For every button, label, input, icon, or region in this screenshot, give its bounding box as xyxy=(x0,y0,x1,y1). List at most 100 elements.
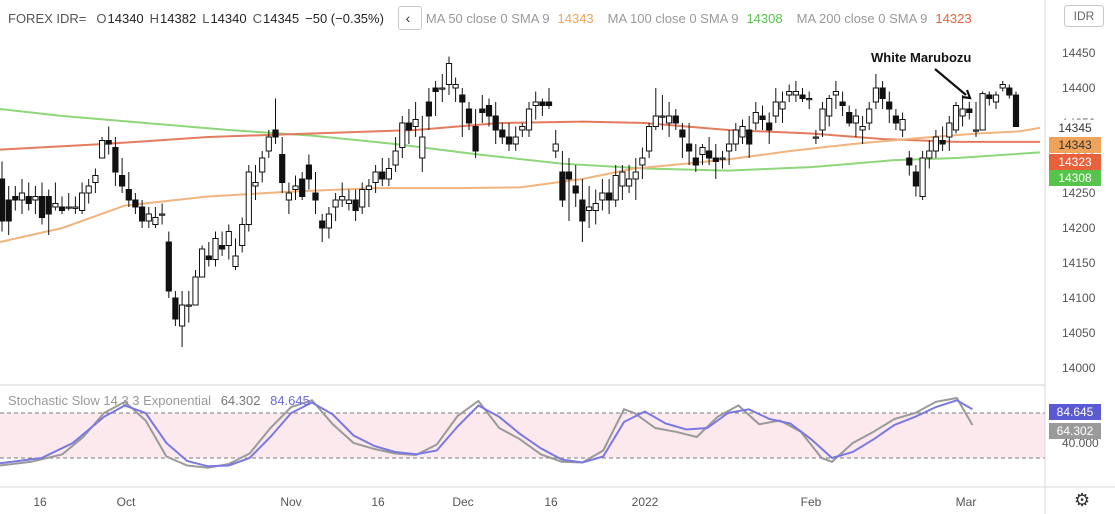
candle-up xyxy=(359,189,366,208)
candle-down xyxy=(766,122,773,131)
candle-up xyxy=(632,171,639,180)
candle-up xyxy=(659,115,666,118)
candle-up xyxy=(225,231,232,246)
price-tick-label: 14100 xyxy=(1062,291,1096,305)
candle-down xyxy=(545,101,553,106)
price-axis[interactable]: 14450 14400 14350 14300 14250 14200 14150 14100… xyxy=(1062,46,1099,450)
candle-up xyxy=(92,175,99,183)
candle-down xyxy=(499,129,506,138)
candle-up xyxy=(85,185,92,194)
collapse-legend-button[interactable]: ‹ xyxy=(397,6,422,30)
price-tick-label: 14050 xyxy=(1062,326,1096,340)
candle-up xyxy=(599,192,606,201)
candle-up xyxy=(646,126,653,152)
candle-down xyxy=(892,115,899,124)
candle-up xyxy=(992,94,1000,103)
candle-down xyxy=(572,185,579,194)
candle-up xyxy=(79,192,86,211)
ma200-value: 14323 xyxy=(935,10,972,26)
candle-down xyxy=(692,157,699,166)
candle-down xyxy=(505,136,513,145)
price-tick-label: 14300 xyxy=(1062,151,1096,165)
candle-down xyxy=(58,206,66,211)
candle-up xyxy=(399,122,406,148)
candle-down xyxy=(25,196,32,204)
time-tick-label: 16 xyxy=(371,495,385,509)
candle-down xyxy=(539,101,546,106)
candle-up xyxy=(612,175,619,201)
candle-down xyxy=(319,220,326,229)
candle-down xyxy=(12,196,19,201)
price-tick-label: 14450 xyxy=(1062,46,1096,60)
candle-up xyxy=(32,196,39,201)
candle-up xyxy=(626,178,633,187)
candle-up xyxy=(592,203,599,211)
ma100-value: 14308 xyxy=(746,10,783,26)
candle-up xyxy=(739,126,746,138)
candle-down xyxy=(839,101,846,106)
candle-down xyxy=(672,115,679,124)
price-tick-label: 14200 xyxy=(1062,221,1096,235)
candle-up xyxy=(52,203,59,208)
candle-up xyxy=(959,108,966,117)
candle-down xyxy=(219,245,226,250)
stochastic-d-label-bg xyxy=(1049,404,1101,420)
candle-down xyxy=(105,140,112,145)
ma50-value: 14343 xyxy=(557,10,594,26)
candle-up xyxy=(152,217,159,225)
last-price-label-bg xyxy=(1048,119,1102,137)
low-value: 14340 xyxy=(210,10,247,26)
candle-up xyxy=(239,224,246,246)
candle-up xyxy=(99,140,106,159)
candle-up xyxy=(899,119,906,131)
candle-up xyxy=(412,119,419,127)
stochastic-band-fill xyxy=(0,413,1045,458)
ma100-price-label: 14308 xyxy=(1058,171,1092,185)
time-tick-label: Oct xyxy=(117,495,136,509)
price-tick-label: 14150 xyxy=(1062,256,1096,270)
candle-up xyxy=(72,206,79,209)
ma100-line xyxy=(0,108,1041,172)
candle-up xyxy=(292,185,299,190)
candle-down xyxy=(125,189,132,201)
candle-up xyxy=(145,213,152,222)
time-tick-label: Mar xyxy=(956,495,977,509)
ma50-label: MA 50 close 0 SMA 9 xyxy=(425,10,550,26)
gear-icon[interactable]: ⚙ xyxy=(1074,490,1091,510)
candle-down xyxy=(1012,94,1020,127)
candle-up xyxy=(199,248,206,278)
candle-down xyxy=(132,199,139,208)
time-axis[interactable]: 16 Oct Nov 16 Dec 16 2022 Feb Mar xyxy=(33,495,976,509)
candle-up xyxy=(872,87,879,103)
stochastic-tick-label: 40.000 xyxy=(1062,436,1099,450)
candle-up xyxy=(952,105,960,131)
annotation-label: White Marubozu xyxy=(871,50,971,65)
candle-down xyxy=(432,87,439,92)
stochastic-d-value: 84.645 xyxy=(270,393,310,408)
currency-selector[interactable]: IDR xyxy=(1064,5,1104,27)
annotation-arrowhead xyxy=(961,89,972,100)
candle-down xyxy=(272,129,279,138)
stochastic-line xyxy=(0,396,974,469)
symbol-label: FOREX IDR= xyxy=(8,10,87,26)
candle-down xyxy=(165,241,172,292)
candle-up xyxy=(519,126,526,131)
low-label: L xyxy=(202,10,210,26)
candle-up xyxy=(779,101,786,110)
candle-down xyxy=(352,199,359,211)
candle-down xyxy=(939,140,946,145)
candle-up xyxy=(932,136,939,152)
candle-up xyxy=(372,171,379,183)
candle-down xyxy=(492,115,499,131)
price-tick-label: 14400 xyxy=(1062,81,1096,95)
candle-down xyxy=(912,171,919,187)
candle-down xyxy=(759,115,766,120)
candle-up xyxy=(439,87,446,90)
candle-down xyxy=(846,112,853,124)
candle-up xyxy=(699,147,706,155)
stochastic-d-label: 84.645 xyxy=(1057,405,1094,419)
annotation-arrow xyxy=(934,68,967,96)
candle-down xyxy=(5,199,12,222)
candle-down xyxy=(485,105,493,117)
